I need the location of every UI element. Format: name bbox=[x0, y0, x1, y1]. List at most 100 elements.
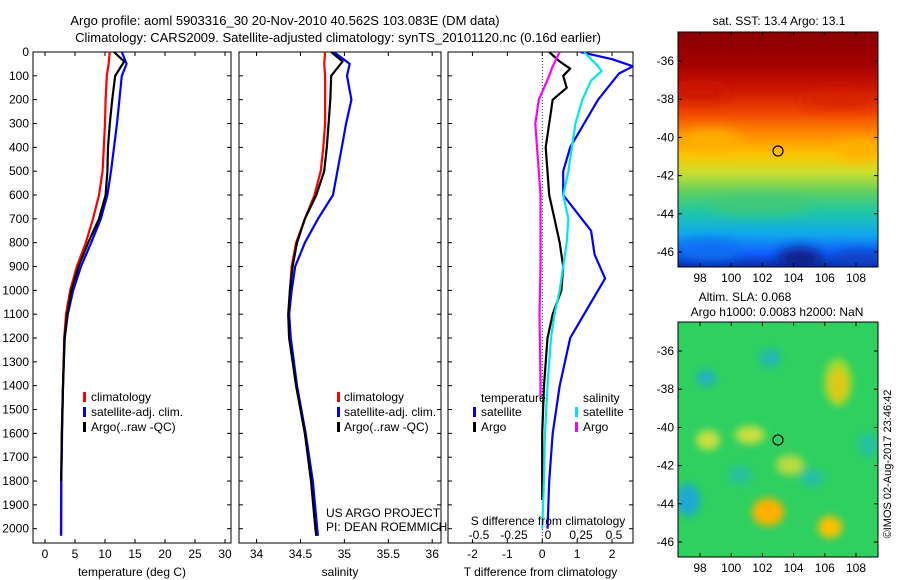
legend-label-satellite: satellite-adj. clim. bbox=[344, 405, 436, 419]
legend-swatch-t-argo bbox=[473, 422, 476, 432]
y-tick-label: 1300 bbox=[2, 355, 29, 369]
legend-label-argo: Argo(..raw -QC) bbox=[91, 420, 176, 434]
x-tick-label: -2 bbox=[467, 547, 478, 561]
sla-low-patch bbox=[728, 466, 752, 484]
x-tick-label: 35.5 bbox=[377, 547, 401, 561]
x-tick-label: 10 bbox=[98, 547, 112, 561]
legend-swatch-satellite bbox=[337, 407, 340, 417]
s-tick-label: -0.25 bbox=[500, 528, 528, 542]
lon-tick-label: 102 bbox=[752, 271, 772, 285]
sst-orange-patch bbox=[680, 130, 740, 150]
y-tick-label: 800 bbox=[9, 236, 29, 250]
x-tick-label: 15 bbox=[128, 547, 142, 561]
lat-tick-label: -38 bbox=[657, 92, 675, 106]
legend-swatch-s-satellite bbox=[575, 407, 578, 417]
sla-low-patch bbox=[696, 370, 716, 386]
sst-map: sat. SST: 13.4 Argo: 13.1 -36 -38 -40 -42 -4… bbox=[657, 14, 879, 285]
salinity-panel: 34 34.5 35 35.5 36 salinity bbox=[238, 51, 442, 579]
sla-high-patch bbox=[824, 358, 852, 406]
lat-tick-label: -46 bbox=[657, 245, 675, 259]
legend-swatch-argo bbox=[337, 422, 340, 432]
series-line-satellite bbox=[546, 52, 633, 529]
sst-map-title: sat. SST: 13.4 Argo: 13.1 bbox=[713, 14, 846, 28]
figure-title-line1: Argo profile: aoml 5903316_30 20-Nov-201… bbox=[70, 13, 499, 28]
s-tick-label: -0.5 bbox=[469, 528, 490, 542]
x-tick-label: 34 bbox=[250, 547, 264, 561]
sla-high-patch bbox=[818, 516, 842, 538]
sla-map: Altim. SLA: 0.068 Argo h1000: 0.0083 h20… bbox=[657, 290, 879, 575]
x-tick-label: 0 bbox=[539, 547, 546, 561]
sla-high-patch bbox=[735, 426, 765, 444]
s-tick-label: 0 bbox=[545, 528, 552, 542]
legend-swatch-climatology bbox=[83, 392, 86, 402]
sla-axis-ticks: -36 -38 -40 -42 -44 -46 98 100 102 104 106 108 bbox=[657, 322, 878, 575]
lat-tick-label: -36 bbox=[657, 344, 675, 358]
y-tick-label: 100 bbox=[9, 69, 29, 83]
sst-warm-patch bbox=[678, 84, 730, 100]
y-tick-label: 2000 bbox=[2, 522, 29, 536]
x-axis-label: salinity bbox=[322, 565, 359, 579]
sla-low-patch bbox=[858, 433, 878, 457]
lon-tick-label: 104 bbox=[784, 561, 804, 575]
legend-label-climatology: climatology bbox=[91, 390, 151, 404]
lon-tick-label: 106 bbox=[815, 561, 835, 575]
lat-tick-label: -44 bbox=[657, 207, 675, 221]
legend-label-t-argo: Argo bbox=[481, 420, 507, 434]
lat-tick-label: -36 bbox=[657, 54, 675, 68]
lat-tick-label: -42 bbox=[657, 169, 675, 183]
x-tick-label: 25 bbox=[188, 547, 202, 561]
sla-high-patch bbox=[752, 498, 784, 526]
x-tick-label: 35 bbox=[338, 547, 352, 561]
argo-location-marker bbox=[772, 145, 784, 157]
sla-map-title-line1: Altim. SLA: 0.068 bbox=[699, 290, 792, 304]
lat-tick-label: -40 bbox=[657, 420, 675, 434]
x-tick-label: 34.5 bbox=[289, 547, 313, 561]
x-tick-label: 36 bbox=[426, 547, 440, 561]
legend-label-climatology: climatology bbox=[344, 390, 404, 404]
legend-label-t-satellite: satellite bbox=[481, 405, 522, 419]
lon-tick-label: 100 bbox=[721, 561, 741, 575]
x-tick-label: 0 bbox=[42, 547, 49, 561]
sst-warm-patch bbox=[800, 93, 878, 107]
x-axis-label: temperature (deg C) bbox=[78, 565, 186, 579]
imos-credit: ©IMOS 02-Aug-2017 23:46:42 bbox=[882, 390, 894, 539]
difference-panel: -2 -1 0 1 2 T difference from climatology bbox=[447, 51, 634, 579]
y-tick-label: 600 bbox=[9, 188, 29, 202]
sla-map-title-line2: Argo h1000: 0.0083 h2000: NaN bbox=[691, 305, 864, 319]
difference-legend: temperature salinity satellite Argo sate… bbox=[473, 391, 624, 434]
project-note-line2: PI: DEAN ROEMMICH bbox=[326, 520, 447, 534]
lon-tick-label: 98 bbox=[693, 561, 707, 575]
lon-tick-label: 108 bbox=[846, 271, 866, 285]
y-tick-label: 1100 bbox=[3, 307, 29, 321]
temperature-legend: climatology satellite-adj. clim. Argo(..… bbox=[83, 390, 183, 434]
y-tick-label: 200 bbox=[9, 93, 29, 107]
x-tick-label: 5 bbox=[72, 547, 79, 561]
sst-orange-patch bbox=[835, 141, 878, 159]
y-tick-label: 500 bbox=[9, 164, 29, 178]
lon-tick-label: 100 bbox=[721, 271, 741, 285]
series-line-argo bbox=[541, 52, 572, 501]
figure-title-line2: Climatology: CARS2009. Satellite-adjuste… bbox=[75, 30, 601, 45]
y-tick-label: 300 bbox=[9, 117, 29, 131]
y-tick-label: 1400 bbox=[2, 379, 29, 393]
sst-green-patch bbox=[710, 196, 810, 214]
legend-title-salinity: salinity bbox=[583, 391, 620, 405]
legend-swatch-satellite bbox=[83, 407, 86, 417]
argo-location-marker bbox=[772, 434, 784, 446]
series-line-argo bbox=[287, 52, 344, 536]
salinity-legend: climatology satellite-adj. clim. Argo(..… bbox=[337, 390, 436, 434]
legend-label-s-argo: Argo bbox=[583, 420, 609, 434]
sla-high-patch bbox=[776, 455, 804, 475]
x-tick-label: 30 bbox=[218, 547, 232, 561]
y-tick-label: 1600 bbox=[2, 426, 29, 440]
y-tick-label: 400 bbox=[9, 140, 29, 154]
series-line-argo bbox=[60, 52, 126, 482]
y-tick-label: 900 bbox=[9, 260, 29, 274]
s-tick-label: 0.25 bbox=[569, 528, 593, 542]
legend-swatch-argo bbox=[83, 422, 86, 432]
sla-high-patch bbox=[696, 430, 720, 450]
series-group bbox=[534, 52, 633, 529]
sst-cold-patch bbox=[680, 240, 740, 260]
y-tick-label: 1000 bbox=[2, 283, 29, 297]
